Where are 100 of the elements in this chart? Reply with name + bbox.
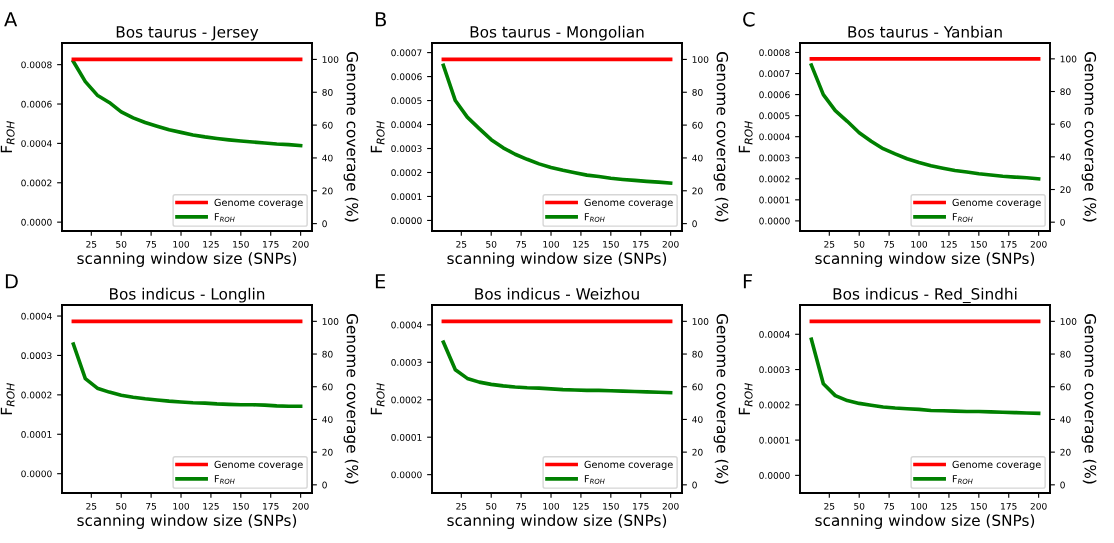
y-axis-title: F$_{ROH}$ (0, 121, 15, 153)
x-tick-label: 125 (573, 240, 589, 248)
y-tick-label: 0.0008 (21, 61, 52, 69)
x-tick-label: 125 (203, 502, 219, 510)
y-tick-label: 0.0005 (391, 97, 422, 105)
chart-title: Bos indicus - Longlin (110, 287, 265, 303)
x-tick-label: 50 (116, 240, 127, 248)
x-tick-label: 175 (263, 241, 279, 248)
y2-tick-label: 100 (1060, 55, 1077, 63)
y2-tick-label: 0 (692, 481, 697, 489)
y-tick-label: 0.0002 (759, 175, 790, 183)
line-series (441, 63, 673, 185)
y2-axis-title: Genome coverage (%) (343, 314, 359, 484)
x-tick-label: 175 (633, 503, 649, 510)
y-tick-label: 0.0001 (391, 193, 422, 201)
text: D (5, 274, 18, 289)
y-tick-label: 0.0004 (21, 312, 52, 320)
x-tick-label: 25 (86, 502, 97, 510)
y2-tick-label: 80 (692, 88, 703, 96)
y2-tick-label: 100 (692, 318, 709, 325)
y2-tick-label: 40 (1060, 416, 1071, 423)
text: A (4, 12, 18, 27)
legend-label: Genome coverage (584, 198, 673, 208)
y-tick-label: 0.0008 (759, 49, 790, 57)
x-tick-label: 100 (173, 240, 190, 248)
y-tick-label: 0.0006 (391, 73, 422, 81)
x-tick-label: 100 (173, 502, 190, 510)
y-tick-label: 0.0000 (759, 217, 790, 225)
y2-tick-label: 60 (322, 383, 333, 391)
x-tick-label: 25 (86, 240, 97, 248)
y2-tick-label: 80 (1060, 88, 1071, 96)
x-tick-label: 50 (854, 502, 865, 510)
chart-title: Bos indicus - Red_Sindhi (833, 287, 1017, 304)
legend-label: Genome coverage (952, 460, 1041, 470)
x-tick-label: 150 (971, 502, 987, 510)
x-tick-label: 100 (543, 240, 560, 248)
y-axis-title: F$_{ROH}$ (0, 383, 15, 415)
y-axis-title: F$_{ROH}$ (370, 121, 385, 153)
y-tick-label: 0.0001 (391, 433, 422, 441)
legend-label: F$_{ROH}$ (952, 213, 973, 222)
x-tick-label: 25 (824, 240, 835, 248)
x-axis-title: scanning window size (SNPs) (447, 252, 667, 268)
x-tick-label: 150 (603, 502, 619, 510)
legend-label: Genome coverage (952, 198, 1041, 208)
y-tick-label: 0.0003 (759, 366, 790, 374)
y2-tick-label: 40 (692, 154, 703, 162)
y-axis-title: F$_{ROH}$ (738, 121, 753, 153)
legend-label: Genome coverage (214, 198, 303, 208)
y2-tick-label: 60 (692, 121, 703, 129)
x-tick-label: 50 (854, 240, 865, 248)
y2-tick-label: 60 (1060, 383, 1071, 391)
x-tick-label: 50 (116, 502, 127, 510)
y2-tick-label: 40 (322, 154, 333, 162)
y2-axis-title: Genome coverage (%) (713, 314, 729, 484)
y2-tick-label: 20 (692, 187, 703, 195)
y2-tick-label: 60 (692, 383, 703, 391)
text: F (743, 274, 753, 289)
x-tick-label: 75 (516, 241, 527, 248)
y-tick-label: 0.0006 (21, 100, 52, 108)
y2-tick-label: 20 (1060, 186, 1071, 194)
y-tick-label: 0.0004 (391, 121, 422, 129)
chart-title: Bos taurus - Jersey (116, 26, 259, 41)
y-tick-label: 0.0007 (391, 49, 422, 57)
text: C (743, 11, 755, 27)
legend-label: F$_{ROH}$ (584, 213, 605, 222)
y2-tick-label: 80 (692, 350, 703, 358)
x-tick-label: 200 (1030, 502, 1047, 510)
line-series (71, 342, 303, 409)
y2-tick-label: 100 (322, 56, 339, 63)
x-tick-label: 25 (456, 240, 467, 248)
y2-tick-label: 60 (1060, 120, 1071, 128)
y-tick-label: 0.0002 (391, 396, 422, 404)
x-tick-label: 75 (884, 503, 895, 510)
y-tick-label: 0.0006 (759, 91, 790, 99)
legend-label: F$_{ROH}$ (584, 475, 605, 484)
x-tick-label: 150 (233, 502, 249, 510)
y2-tick-label: 0 (322, 481, 327, 489)
legend-label: Genome coverage (214, 460, 303, 470)
y2-tick-label: 40 (322, 416, 333, 423)
y-axis-title: F$_{ROH}$ (370, 383, 385, 415)
y-tick-label: 0.0002 (391, 169, 422, 177)
y2-tick-label: 80 (1060, 350, 1071, 358)
text: E (375, 274, 386, 289)
x-tick-label: 75 (516, 503, 527, 510)
y2-tick-label: 60 (322, 121, 333, 129)
y-tick-label: 0.0004 (759, 133, 790, 141)
y2-tick-label: 100 (322, 318, 339, 325)
y-tick-label: 0.0004 (759, 331, 790, 338)
chart-title: Bos taurus - Mongolian (470, 25, 644, 41)
x-tick-label: 75 (146, 241, 157, 248)
x-tick-label: 75 (146, 503, 157, 510)
legend-label: F$_{ROH}$ (214, 475, 235, 484)
y-tick-label: 0.0003 (21, 352, 52, 360)
y-tick-label: 0.0003 (759, 154, 790, 162)
y-tick-label: 0.0000 (21, 218, 52, 226)
x-tick-label: 175 (633, 241, 649, 248)
x-axis-title: scanning window size (SNPs) (77, 514, 297, 530)
chart-title: Bos taurus - Yanbian (848, 25, 1002, 38)
y-tick-label: 0.0004 (391, 321, 422, 329)
line-series (441, 340, 673, 395)
